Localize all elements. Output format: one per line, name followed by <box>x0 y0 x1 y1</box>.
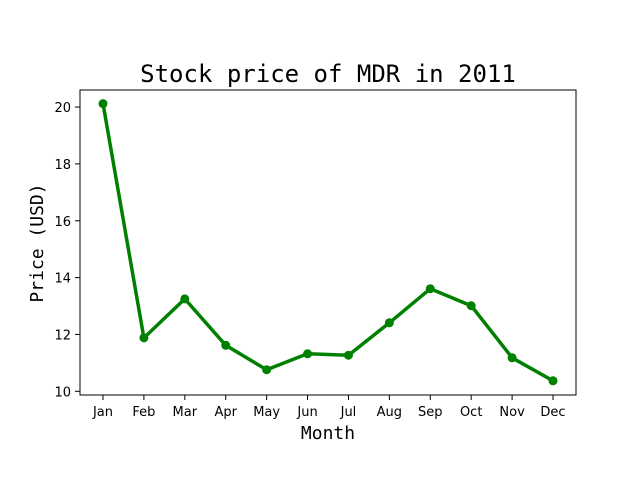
data-point-sep <box>425 284 435 294</box>
y-tick-label: 12 <box>54 328 71 343</box>
x-tick-label: Mar <box>173 405 198 420</box>
series-line <box>101 101 555 383</box>
x-tick-label: Apr <box>214 405 237 420</box>
x-tick-label: Jan <box>92 405 113 420</box>
data-point-nov <box>507 353 517 363</box>
data-point-oct <box>466 301 476 311</box>
x-tick-label: May <box>253 405 280 420</box>
y-tick-label: 10 <box>54 385 71 400</box>
data-point-may <box>262 365 272 375</box>
y-tick-label: 16 <box>54 215 71 230</box>
x-tick-label: Jul <box>340 405 357 420</box>
y-axis-label: Price (USD) <box>27 183 48 302</box>
data-point-jul <box>343 350 353 360</box>
y-tick-label: 18 <box>54 158 71 173</box>
x-tick-label: Sep <box>418 405 443 420</box>
data-point-dec <box>548 376 558 386</box>
data-point-jun <box>303 349 313 359</box>
data-point-apr <box>221 340 231 350</box>
data-point-jan <box>98 99 108 109</box>
y-tick-label: 20 <box>54 101 71 116</box>
x-tick-label: Nov <box>499 405 525 420</box>
x-axis-ticks: Jan Feb Mar Apr May Jun Jul Aug Sep Oct Nov Dec <box>92 395 566 420</box>
x-tick-label: Dec <box>540 405 565 420</box>
data-point-feb <box>139 333 149 343</box>
x-axis-label: Month <box>301 423 355 444</box>
x-tick-label: Jun <box>296 405 317 420</box>
x-tick-label: Aug <box>377 405 402 420</box>
plot-area-frame <box>79 89 577 396</box>
x-tick-label: Feb <box>132 405 155 420</box>
series-layer <box>98 99 558 386</box>
y-tick-label: 14 <box>54 272 71 287</box>
chart-title: Stock price of MDR in 2011 <box>140 60 516 88</box>
data-point-mar <box>180 294 190 304</box>
y-axis-ticks: 10 12 14 16 18 20 <box>54 101 80 400</box>
x-tick-label: Oct <box>460 405 482 420</box>
data-point-aug <box>384 318 394 328</box>
